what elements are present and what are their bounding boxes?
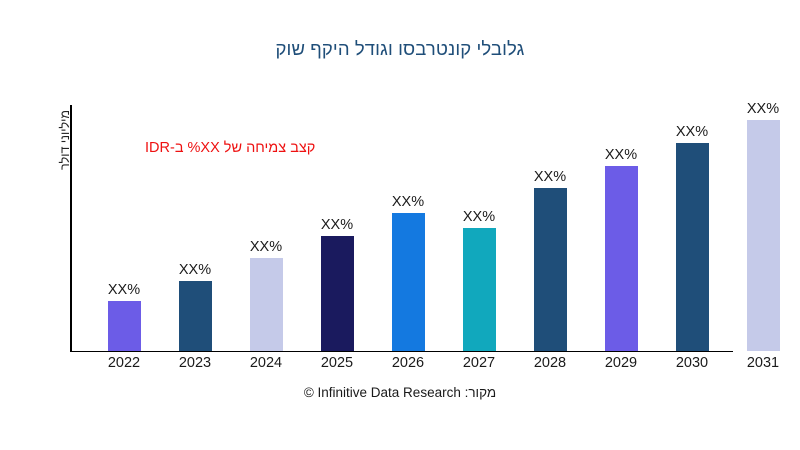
x-tick-2031: 2031 [746, 355, 780, 371]
x-tick-2029: 2029 [604, 355, 638, 371]
bar-2031[interactable]: XX% [746, 94, 780, 351]
chart-source-caption: מקור: Infinitive Data Research © [303, 385, 497, 400]
chart-title: גלובלי קונטרבסו וגודל היקף שוק [275, 38, 525, 59]
bar-rect-2030[interactable] [675, 143, 709, 351]
bar-rect-2022[interactable] [107, 301, 141, 351]
y-axis-line [70, 105, 72, 352]
bar-2023[interactable]: XX% [178, 255, 212, 351]
bar-value-label-2023: XX% [178, 262, 212, 278]
x-tick-2026: 2026 [391, 355, 425, 371]
growth-rate-annotation: קצב צמיחה של XX% ב-IDR [145, 140, 316, 156]
bar-2026[interactable]: XX% [391, 187, 425, 351]
x-tick-2027: 2027 [462, 355, 496, 371]
bar-2029[interactable]: XX% [604, 140, 638, 351]
bar-2028[interactable]: XX% [533, 162, 567, 351]
bar-value-label-2024: XX% [249, 239, 283, 255]
x-tick-2022: 2022 [107, 355, 141, 371]
bar-rect-2031[interactable] [746, 120, 780, 351]
bar-rect-2023[interactable] [178, 281, 212, 351]
x-tick-2023: 2023 [178, 355, 212, 371]
bar-rect-2024[interactable] [249, 258, 283, 351]
bar-rect-2025[interactable] [320, 236, 354, 351]
bar-rect-2029[interactable] [604, 166, 638, 351]
bar-2024[interactable]: XX% [249, 232, 283, 351]
bar-value-label-2028: XX% [533, 169, 567, 185]
bar-rect-2028[interactable] [533, 188, 567, 351]
x-tick-2030: 2030 [675, 355, 709, 371]
bar-rect-2026[interactable] [391, 213, 425, 351]
bar-2030[interactable]: XX% [675, 117, 709, 351]
bar-value-label-2027: XX% [462, 209, 496, 225]
x-tick-2028: 2028 [533, 355, 567, 371]
bar-value-label-2031: XX% [746, 101, 780, 117]
x-tick-2025: 2025 [320, 355, 354, 371]
bar-2027[interactable]: XX% [462, 202, 496, 351]
bar-value-label-2025: XX% [320, 217, 354, 233]
bar-value-label-2026: XX% [391, 194, 425, 210]
x-tick-2024: 2024 [249, 355, 283, 371]
bar-2022[interactable]: XX% [107, 275, 141, 351]
bar-value-label-2029: XX% [604, 147, 638, 163]
bar-value-label-2030: XX% [675, 124, 709, 140]
x-axis-line [70, 350, 733, 353]
bar-value-label-2022: XX% [107, 282, 141, 298]
y-axis-title: מיליוני דולר [58, 110, 72, 171]
bar-rect-2027[interactable] [462, 228, 496, 351]
bar-2025[interactable]: XX% [320, 210, 354, 351]
x-axis-tick-labels: 2022 2023 2024 2025 2026 2027 2028 2029 2030 2031 [0, 355, 800, 377]
